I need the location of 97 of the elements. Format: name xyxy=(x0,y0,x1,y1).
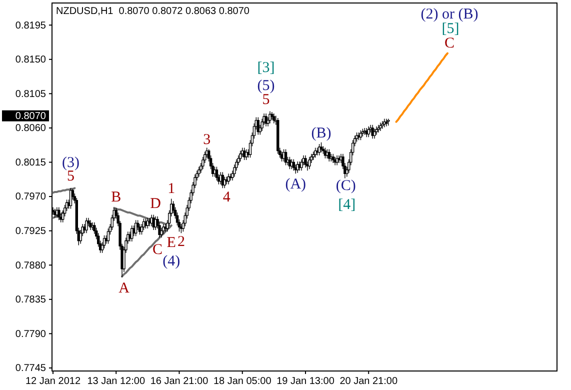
candlestick xyxy=(385,118,388,127)
x-tick-label: 18 Jan 05:00 xyxy=(213,376,272,387)
candlestick xyxy=(357,132,360,140)
chart-title: NZDUSD,H1 0.8070 0.8072 0.8063 0.8070 xyxy=(56,6,250,17)
candlestick xyxy=(56,206,58,218)
y-tick-label: 0.7880 xyxy=(15,260,46,272)
candlestick xyxy=(336,155,338,166)
annotation: 3 xyxy=(203,132,211,148)
annotation: (A) xyxy=(285,176,306,192)
candlestick xyxy=(363,128,366,136)
candlestick xyxy=(367,126,370,138)
candlestick xyxy=(89,220,92,230)
candlestick xyxy=(270,112,274,120)
x-tick-label: 19 Jan 13:00 xyxy=(276,376,335,387)
candlestick xyxy=(383,118,386,128)
annotation: (5) xyxy=(257,78,275,94)
y-tick-label: 0.8195 xyxy=(15,20,46,32)
y-tick-label: 0.7970 xyxy=(15,192,46,203)
annotation: (B) xyxy=(311,125,332,142)
candlestick xyxy=(225,176,228,185)
annotation: 2 xyxy=(177,234,185,250)
candlestick xyxy=(359,130,362,140)
candlestick xyxy=(298,161,301,171)
candlestick xyxy=(146,218,150,229)
candlestick xyxy=(180,224,183,234)
annotation: 5 xyxy=(262,92,270,108)
x-tick-label: 16 Jan 21:00 xyxy=(150,376,209,387)
annotation: [5] xyxy=(442,20,460,37)
line-series xyxy=(52,210,66,219)
candlestick xyxy=(332,154,334,164)
annotation: E xyxy=(166,235,176,251)
candlestick xyxy=(320,142,323,153)
annotation: B xyxy=(111,189,122,206)
candlestick xyxy=(377,124,380,133)
annotation: D xyxy=(150,196,162,212)
line-series xyxy=(113,206,166,225)
candlestick xyxy=(386,118,390,126)
candlestick xyxy=(296,161,299,174)
candlestick xyxy=(334,156,336,166)
candlestick xyxy=(328,148,331,162)
x-tick-label: 20 Jan 21:00 xyxy=(340,376,398,387)
annotation: 5 xyxy=(66,168,74,185)
candlestick xyxy=(355,132,358,142)
annotation: 1 xyxy=(168,180,176,197)
candlestick xyxy=(106,228,110,244)
candlestick xyxy=(164,224,167,232)
annotation: C xyxy=(444,35,454,52)
candlestick xyxy=(91,222,94,230)
line-series xyxy=(395,52,449,123)
y-tick-label: 0.7745 xyxy=(15,363,46,374)
y-tick-label: 0.7835 xyxy=(15,294,46,306)
annotation: 4 xyxy=(222,189,231,206)
candlestick xyxy=(239,150,242,162)
candlestick xyxy=(229,173,232,181)
candlestick xyxy=(152,214,155,230)
y-tick-label: 0.8105 xyxy=(15,88,46,100)
y-tick-label: 0.7925 xyxy=(15,226,46,238)
candlestick xyxy=(304,155,307,168)
x-tick-label: 13 Jan 12:00 xyxy=(87,376,146,387)
candlestick xyxy=(264,113,268,127)
candlestick xyxy=(308,156,311,170)
text: 0.8070 xyxy=(15,110,46,122)
annotation: [3] xyxy=(257,60,275,76)
candlestick xyxy=(330,154,332,162)
candlestick xyxy=(268,110,272,124)
candlestick xyxy=(371,124,374,139)
candlestick xyxy=(312,151,315,160)
y-tick-label: 0.8150 xyxy=(15,54,46,66)
candlestick xyxy=(373,128,376,139)
y-tick-label: 0.8060 xyxy=(15,123,46,134)
candlestick xyxy=(300,158,303,171)
annotation: (C) xyxy=(336,178,356,194)
candlestick xyxy=(292,158,295,171)
candlestick xyxy=(338,155,340,164)
candlestick xyxy=(322,146,325,154)
annotation: A xyxy=(118,280,130,297)
candlestick xyxy=(379,122,382,132)
annotation: C xyxy=(152,242,163,258)
candlestick xyxy=(162,224,165,234)
candlestick xyxy=(198,166,200,178)
candlestick xyxy=(227,173,230,185)
y-tick-label: 0.8015 xyxy=(15,157,46,168)
y-tick-label: 0.7790 xyxy=(15,328,46,340)
candlestick xyxy=(276,118,280,154)
candlestick xyxy=(58,206,60,220)
candlestick xyxy=(375,126,378,136)
annotation: (3) xyxy=(62,155,80,171)
candlestick xyxy=(381,120,384,130)
annotation: (2) or (B) xyxy=(420,6,478,22)
x-tick-label: 12 Jan 2012 xyxy=(25,376,81,387)
candlestick xyxy=(244,148,248,160)
candlestick xyxy=(85,218,88,234)
annotation: (4) xyxy=(162,253,180,270)
candlestick xyxy=(361,128,364,137)
candlestick xyxy=(215,166,218,181)
candlestick xyxy=(272,113,276,124)
annotation: [4] xyxy=(338,196,356,213)
